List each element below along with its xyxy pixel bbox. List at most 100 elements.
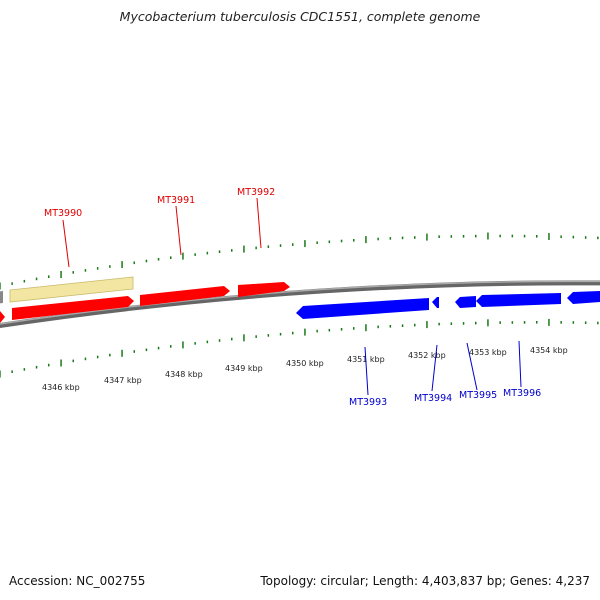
gene-label-mt3994[interactable]: MT3994 [414, 393, 452, 404]
forward-gene[interactable] [12, 296, 134, 320]
scale-tick [377, 325, 379, 329]
gene-label-mt3996[interactable]: MT3996 [503, 388, 541, 399]
genome-summary: Topology: circular; Length: 4,403,837 bp… [260, 574, 590, 588]
forward-gene[interactable] [0, 311, 5, 324]
gene-label-mt3995[interactable]: MT3995 [459, 390, 497, 401]
scale-tick [438, 322, 440, 326]
reverse-gene[interactable] [476, 293, 561, 307]
scale-tick [182, 252, 184, 260]
gene-label-leader [466, 342, 478, 391]
accession-label: Accession: NC_002755 [9, 574, 146, 588]
scale-tick [560, 321, 562, 324]
scale-tick [340, 239, 343, 243]
kbp-label: 4347 kbp [104, 376, 142, 385]
scale-tick [340, 328, 343, 331]
map-title: Mycobacterium tuberculosis CDC1551, comp… [119, 9, 481, 24]
scale-tick [365, 236, 367, 244]
scale-tick [243, 245, 245, 253]
scale-tick [157, 258, 160, 261]
scale-tick [84, 269, 87, 272]
scale-tick [292, 331, 294, 335]
scale-tick [584, 321, 587, 324]
scale-tick [157, 346, 160, 350]
scale-tick [243, 334, 245, 342]
scale-tick [426, 321, 428, 329]
kbp-label: 4349 kbp [225, 364, 263, 373]
scale-tick [377, 237, 379, 241]
scale-tick [548, 233, 550, 240]
kbp-label: 4346 kbp [42, 383, 80, 392]
scale-tick [96, 267, 99, 270]
scale-tick [267, 245, 270, 248]
scale-tick [218, 250, 221, 253]
scale-tick [109, 353, 111, 357]
reverse-gene[interactable] [296, 298, 429, 319]
scale-tick [560, 235, 562, 238]
scale-tick [133, 261, 135, 265]
scale-tick [194, 342, 196, 345]
scale-tick [255, 246, 257, 250]
scale-tick [548, 318, 550, 326]
forward-gene[interactable] [140, 286, 230, 306]
gene-label-mt3990[interactable]: MT3990 [44, 208, 82, 219]
scale-tick [414, 323, 416, 327]
scale-tick [145, 348, 148, 352]
scale-tick [23, 368, 26, 371]
scale-tick [0, 282, 1, 290]
scale-tick [218, 339, 221, 342]
scale-tick [72, 359, 74, 363]
scale-tick [389, 237, 392, 240]
gene-label-mt3992[interactable]: MT3992 [237, 187, 275, 198]
scale-tick [597, 236, 599, 240]
scale-tick [450, 235, 453, 238]
scale-tick [511, 321, 514, 324]
scale-tick [511, 234, 514, 238]
scale-tick [170, 345, 172, 348]
scale-tick [11, 282, 13, 285]
forward-gene[interactable] [238, 282, 290, 297]
scale-tick [0, 370, 1, 378]
scale-tick [572, 235, 575, 239]
scale-tick [438, 235, 440, 238]
scale-tick [206, 340, 209, 344]
scale-tick [23, 279, 26, 283]
scale-tick [389, 325, 392, 328]
gene-label-mt3993[interactable]: MT3993 [349, 397, 387, 408]
reverse-gene[interactable] [432, 297, 439, 308]
scale-tick [255, 335, 257, 338]
scale-tick [279, 332, 282, 336]
other-feature[interactable] [9, 276, 134, 303]
gene-label-leader [431, 344, 438, 392]
scale-tick [328, 240, 331, 244]
scale-tick [487, 319, 489, 327]
genome-backbone [0, 280, 600, 329]
scale-tick [365, 324, 367, 332]
reverse-gene[interactable] [567, 291, 600, 304]
scale-tick [353, 327, 355, 330]
scale-tick [84, 357, 87, 361]
reverse-gene[interactable] [455, 296, 476, 308]
scale-tick [194, 253, 196, 256]
scale-tick [145, 259, 148, 263]
gene-label-mt3991[interactable]: MT3991 [157, 195, 195, 206]
scale-tick [267, 334, 270, 337]
scale-tick [279, 244, 282, 247]
scale-tick [536, 321, 538, 324]
scale-tick [316, 241, 318, 244]
scale-tick [60, 271, 62, 278]
scale-tick [536, 235, 538, 238]
scale-tick [48, 363, 50, 367]
scale-tick [182, 341, 184, 349]
scale-tick [401, 236, 404, 240]
gene-label-leader [518, 340, 522, 388]
scale-tick [597, 321, 599, 325]
scale-tick [401, 324, 404, 327]
kbp-label: 4350 kbp [286, 359, 324, 368]
scale-tick [11, 370, 13, 373]
scale-tick [475, 321, 477, 325]
scale-tick [304, 240, 306, 248]
kbp-label: 4354 kbp [530, 346, 568, 355]
scale-tick [475, 234, 477, 238]
